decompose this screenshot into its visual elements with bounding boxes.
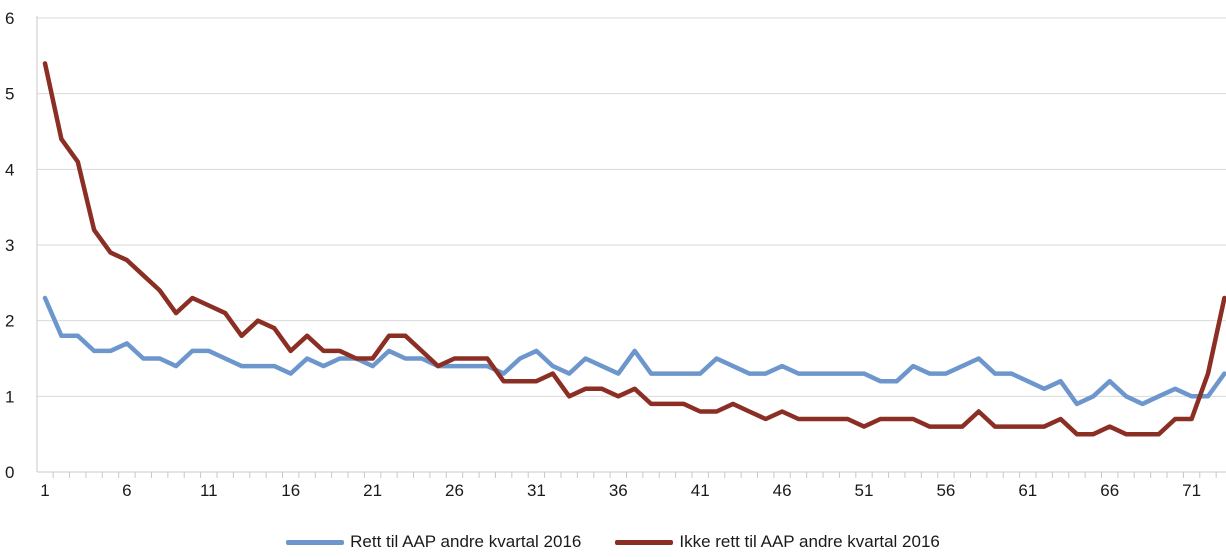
legend-item-series-1: Rett til AAP andre kvartal 2016 xyxy=(286,532,581,552)
y-tick-label: 1 xyxy=(5,387,14,406)
x-tick-label: 1 xyxy=(40,481,49,500)
x-tick-label: 71 xyxy=(1182,481,1201,500)
series-line-1 xyxy=(42,295,1226,407)
gridlines xyxy=(37,17,1226,397)
x-tick-label: 61 xyxy=(1018,481,1037,500)
y-tick-label: 3 xyxy=(5,236,14,255)
y-tick-label: 0 xyxy=(5,463,14,482)
x-axis: 1 6 11 16 21 26 31 36 41 46 51 56 61 66 71 xyxy=(37,471,1226,500)
x-tick-label: 56 xyxy=(936,481,955,500)
legend-swatch-series-2 xyxy=(615,539,674,545)
x-tick-label: 36 xyxy=(609,481,628,500)
legend-item-series-2: Ikke rett til AAP andre kvartal 2016 xyxy=(615,532,940,552)
legend-label-series-1: Rett til AAP andre kvartal 2016 xyxy=(350,532,582,551)
legend-label-series-2: Ikke rett til AAP andre kvartal 2016 xyxy=(679,532,940,551)
y-tick-label: 4 xyxy=(5,160,14,179)
series-line-2 xyxy=(42,61,1226,437)
y-axis: 0 1 2 3 4 5 6 xyxy=(5,9,38,482)
y-tick-label: 6 xyxy=(5,9,14,28)
x-tick-label: 66 xyxy=(1100,481,1119,500)
legend-swatch-series-1 xyxy=(286,539,345,545)
y-tick-label: 2 xyxy=(5,312,14,331)
x-tick-label: 41 xyxy=(691,481,710,500)
x-tick-label: 46 xyxy=(773,481,792,500)
x-tick-label: 31 xyxy=(527,481,546,500)
x-tick-label: 21 xyxy=(363,481,382,500)
x-tick-label: 6 xyxy=(122,481,131,500)
x-tick-label: 16 xyxy=(281,481,300,500)
plot-series xyxy=(42,61,1226,437)
legend: Rett til AAP andre kvartal 2016 Ikke ret… xyxy=(0,527,1226,557)
y-tick-label: 5 xyxy=(5,85,14,104)
x-tick-label: 51 xyxy=(855,481,874,500)
x-tick-label: 11 xyxy=(200,481,218,500)
x-tick-label: 26 xyxy=(445,481,464,500)
